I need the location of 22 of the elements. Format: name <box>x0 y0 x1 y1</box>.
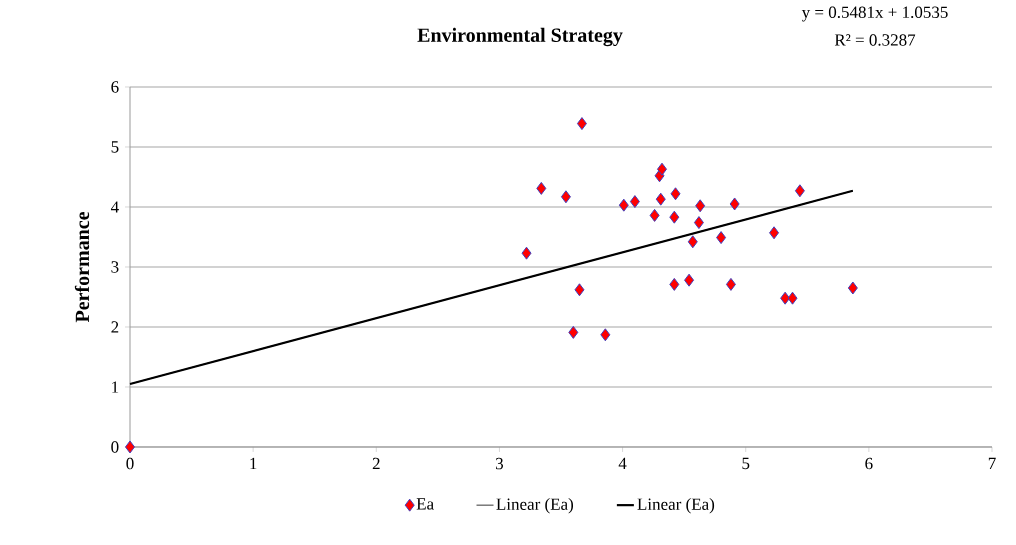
y-tick-label: 2 <box>111 321 119 333</box>
y-tick-label: 0 <box>111 441 119 453</box>
x-tick-label: 0 <box>126 457 134 470</box>
x-tick-label: 5 <box>742 457 750 470</box>
x-tick-label: 3 <box>496 457 504 470</box>
y-tick-label: 6 <box>111 81 119 93</box>
y-tick-label: 1 <box>112 381 119 393</box>
x-tick-label: 2 <box>372 457 380 470</box>
y-tick-label: 3 <box>111 261 119 273</box>
y-tick-label: 4 <box>110 201 119 213</box>
legend-label: Ea <box>416 498 434 510</box>
x-tick-label: 6 <box>865 457 873 470</box>
y-axis-title: Performance <box>74 211 90 323</box>
chart-title: Environmental Strategy <box>417 27 623 47</box>
x-tick-label: 1 <box>250 457 257 470</box>
text: R² = 0.3287 <box>834 34 916 46</box>
x-tick-label: 4 <box>618 457 627 470</box>
legend-label: Linear (Ea) <box>637 497 715 514</box>
legend-label: Linear (Ea) <box>496 497 574 514</box>
y-tick-label: 5 <box>111 141 119 153</box>
x-tick-label: 7 <box>988 457 996 469</box>
text: y = 0.5481x + 1.0535 <box>801 6 948 22</box>
